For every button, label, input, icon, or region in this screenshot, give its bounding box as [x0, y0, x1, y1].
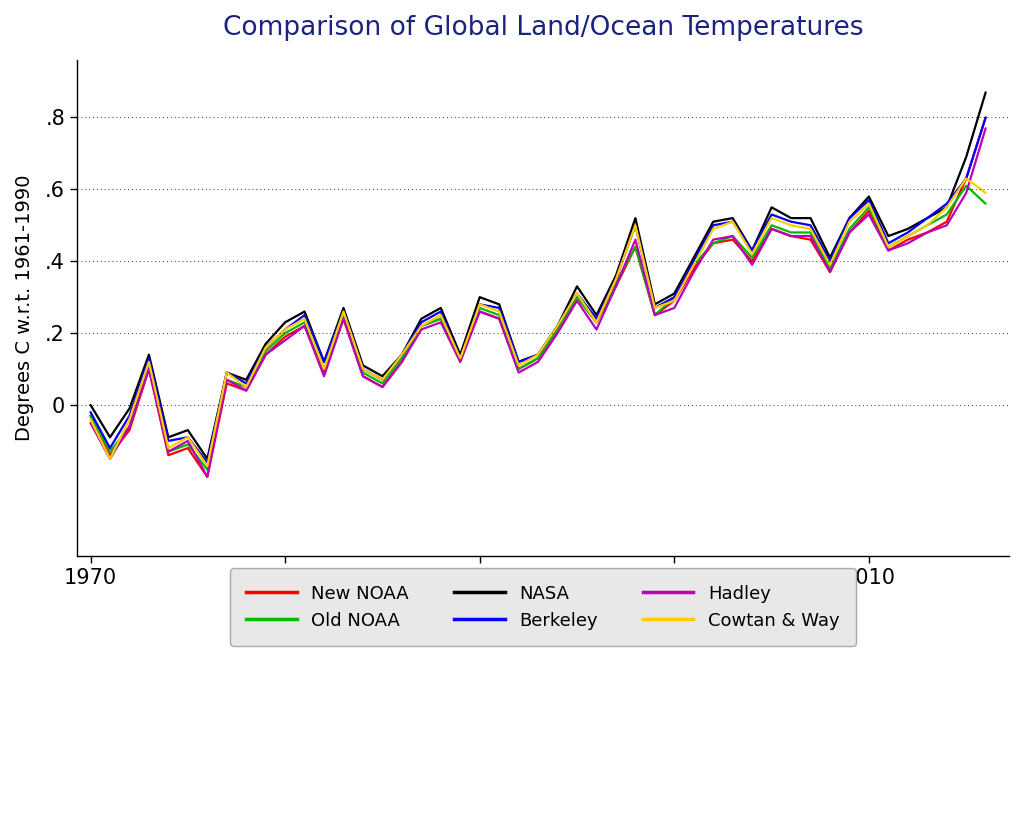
Legend: New NOAA, Old NOAA, NASA, Berkeley, Hadley, Cowtan & Way: New NOAA, Old NOAA, NASA, Berkeley, Hadl…	[230, 568, 856, 646]
Title: Comparison of Global Land/Ocean Temperatures: Comparison of Global Land/Ocean Temperat…	[222, 15, 863, 41]
Y-axis label: Degrees C w.r.t. 1961-1990: Degrees C w.r.t. 1961-1990	[15, 174, 34, 441]
